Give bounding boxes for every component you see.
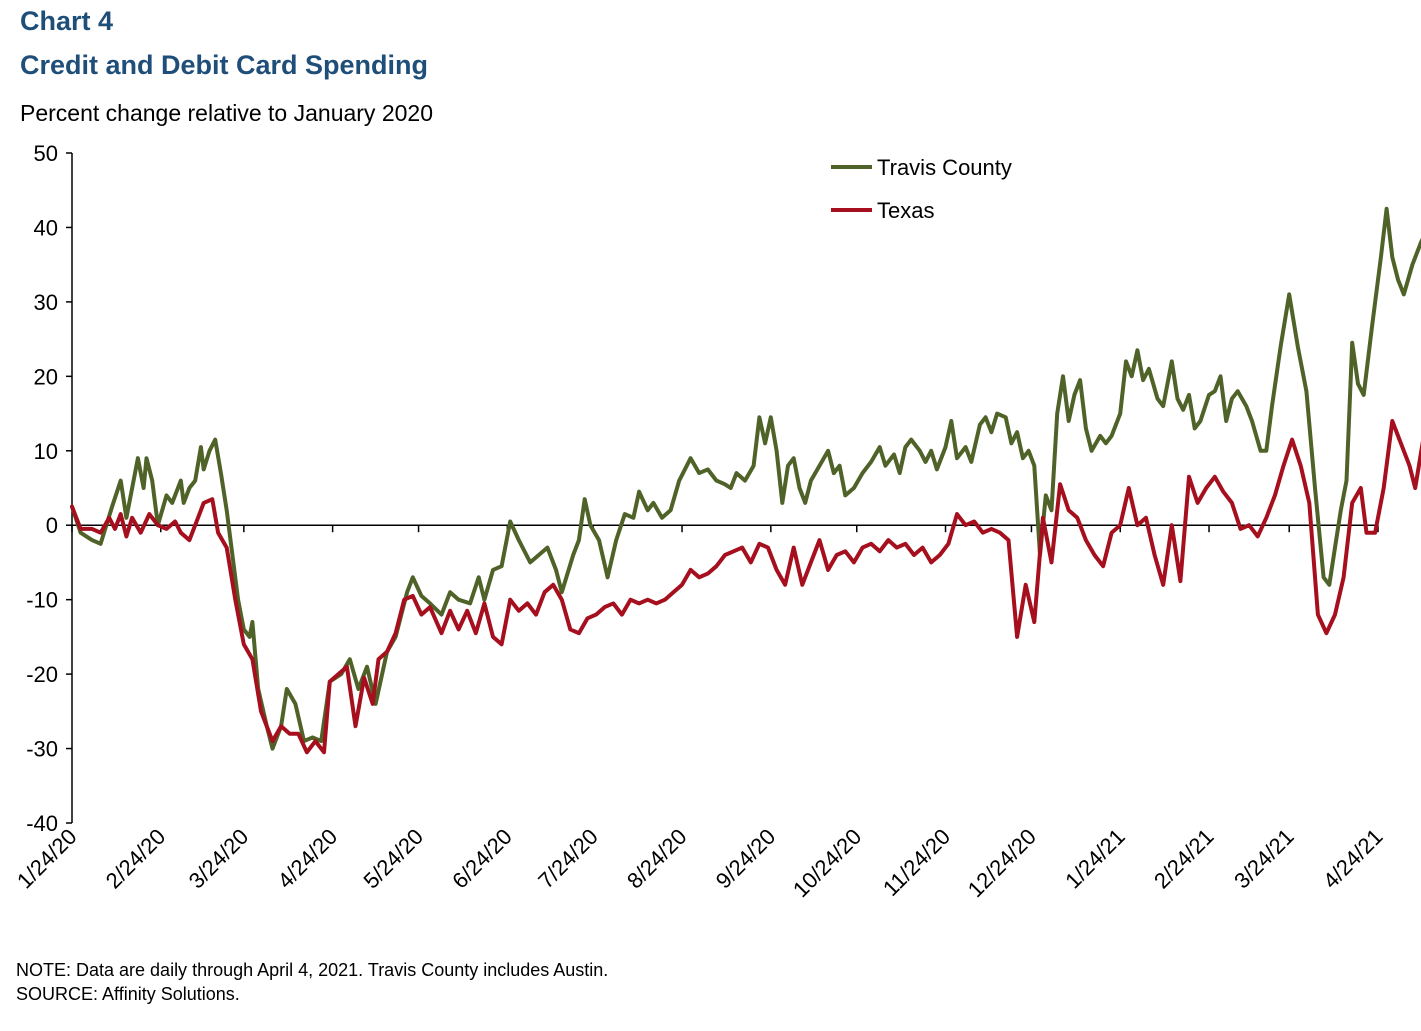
y-tick-label: -20 bbox=[26, 662, 58, 687]
series-layer bbox=[70, 206, 1421, 755]
x-tick-label: 3/24/21 bbox=[1229, 824, 1299, 894]
y-axis-label: Percent change relative to January 2020 bbox=[20, 100, 433, 126]
y-tick-label: 50 bbox=[34, 141, 58, 166]
x-tick-label: 7/24/20 bbox=[533, 824, 603, 894]
legend: Travis County Texas bbox=[831, 155, 1012, 223]
y-tick-label: 0 bbox=[46, 513, 58, 538]
x-tick-label: 3/24/20 bbox=[184, 824, 254, 894]
series-line-travis-county bbox=[70, 206, 1421, 751]
series-line-texas bbox=[70, 419, 1421, 755]
y-tick-label: -40 bbox=[26, 811, 58, 836]
x-tick-label: 9/24/20 bbox=[711, 824, 781, 894]
y-tick-label: 10 bbox=[34, 439, 58, 464]
chart-title: Credit and Debit Card Spending bbox=[20, 50, 429, 80]
y-tick-label: -10 bbox=[26, 588, 58, 613]
x-tick-label: 8/24/20 bbox=[622, 824, 692, 894]
x-tick-label: 2/24/20 bbox=[101, 824, 171, 894]
x-tick-label: 4/24/20 bbox=[273, 824, 343, 894]
x-tick-label: 2/24/21 bbox=[1149, 824, 1219, 894]
source-text: SOURCE: Affinity Solutions. bbox=[16, 984, 240, 1004]
x-tick-label: 6/24/20 bbox=[447, 824, 517, 894]
y-tick-label: -30 bbox=[26, 737, 58, 762]
footnote: NOTE: Data are daily through April 4, 20… bbox=[16, 958, 608, 1006]
chart-number: Chart 4 bbox=[20, 6, 114, 36]
y-tick-label: 20 bbox=[34, 364, 58, 389]
x-tick-label: 4/24/21 bbox=[1318, 824, 1388, 894]
x-tick-label: 1/24/21 bbox=[1060, 824, 1130, 894]
x-tick-label: 5/24/20 bbox=[359, 824, 429, 894]
x-tick-label: 11/24/20 bbox=[878, 824, 955, 901]
x-tick-label: 10/24/20 bbox=[788, 824, 866, 902]
x-tick-label: 12/24/20 bbox=[963, 824, 1041, 902]
note-text: NOTE: Data are daily through April 4, 20… bbox=[16, 960, 609, 980]
legend-label: Texas bbox=[877, 198, 934, 223]
y-tick-label: 30 bbox=[34, 290, 58, 315]
y-tick-label: 40 bbox=[34, 215, 58, 240]
legend-label: Travis County bbox=[877, 155, 1012, 180]
